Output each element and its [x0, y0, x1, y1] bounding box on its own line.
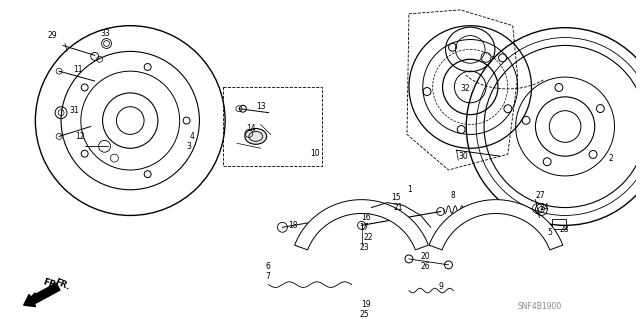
- Bar: [223, 87, 322, 166]
- Polygon shape: [429, 200, 563, 250]
- Text: 17: 17: [360, 223, 369, 232]
- Text: 14: 14: [246, 124, 255, 133]
- Text: 27: 27: [536, 191, 545, 200]
- Text: 33: 33: [100, 29, 110, 38]
- Text: 13: 13: [256, 102, 266, 111]
- Text: 30: 30: [458, 152, 468, 161]
- Text: 11: 11: [73, 65, 83, 74]
- Text: 21: 21: [393, 203, 403, 212]
- Text: 16: 16: [362, 213, 371, 222]
- Text: 1: 1: [407, 185, 412, 194]
- Text: 23: 23: [360, 242, 369, 252]
- Text: 12: 12: [75, 132, 84, 141]
- Text: 9: 9: [438, 282, 444, 291]
- Ellipse shape: [245, 129, 267, 144]
- Text: 24: 24: [540, 203, 549, 212]
- Text: 18: 18: [289, 221, 298, 230]
- Text: 4: 4: [189, 132, 195, 141]
- Text: 28: 28: [559, 225, 569, 234]
- Text: 29: 29: [47, 31, 57, 40]
- Text: 8: 8: [451, 191, 455, 200]
- Text: 19: 19: [362, 300, 371, 309]
- Text: 22: 22: [364, 233, 373, 242]
- Text: FR.: FR.: [42, 278, 60, 292]
- Text: 7: 7: [266, 272, 271, 281]
- Text: 25: 25: [360, 310, 369, 319]
- Text: 5: 5: [547, 228, 552, 237]
- Text: 20: 20: [421, 252, 431, 262]
- Text: 32: 32: [460, 85, 470, 93]
- Polygon shape: [294, 200, 428, 250]
- Text: 3: 3: [187, 142, 191, 151]
- Text: FR.: FR.: [53, 278, 71, 292]
- Bar: [552, 219, 566, 229]
- Text: 2: 2: [609, 154, 613, 163]
- Text: 15: 15: [391, 193, 401, 202]
- FancyArrow shape: [24, 283, 60, 307]
- Text: 26: 26: [421, 262, 431, 271]
- Text: SNF4B1900: SNF4B1900: [518, 302, 562, 311]
- Text: 31: 31: [69, 106, 79, 115]
- Text: 6: 6: [266, 262, 271, 271]
- Text: 10: 10: [310, 149, 320, 158]
